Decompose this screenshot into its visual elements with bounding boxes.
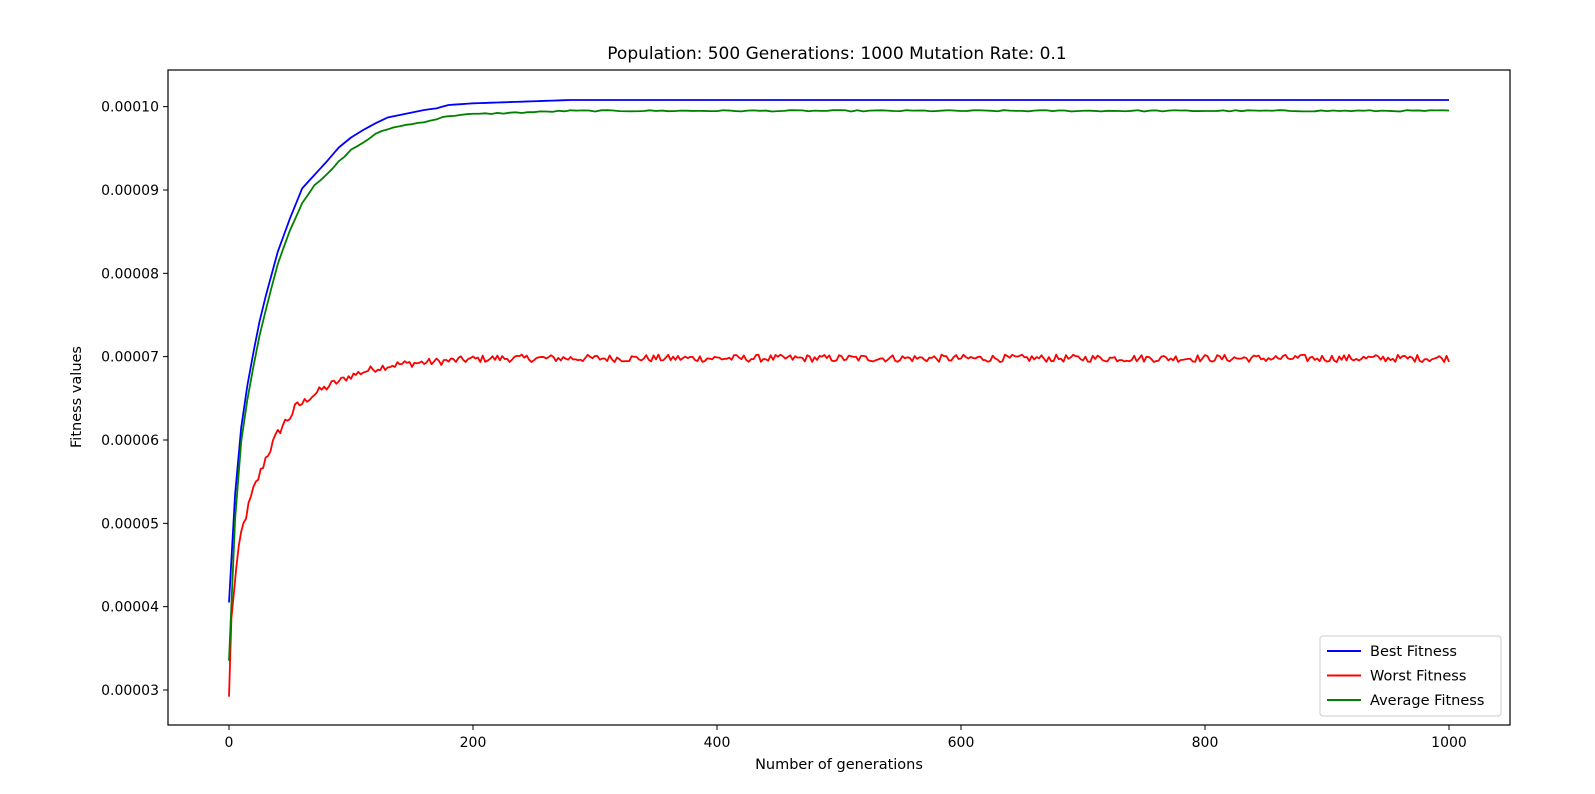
y-tick-label: 0.00004 <box>101 600 159 616</box>
legend-label: Best Fitness <box>1370 644 1457 660</box>
y-tick-label: 0.00009 <box>101 183 159 199</box>
x-tick-label: 800 <box>1192 735 1219 751</box>
y-axis-title: Fitness values <box>69 346 85 448</box>
legend-label: Worst Fitness <box>1370 669 1466 685</box>
chart-title: Population: 500 Generations: 1000 Mutati… <box>607 44 1066 64</box>
y-tick-label: 0.00006 <box>101 433 159 449</box>
series-line-worst-fitness <box>228 353 1450 697</box>
x-tick-label: 400 <box>704 735 731 751</box>
legend: Best Fitness Worst Fitness Average Fitness <box>1319 635 1502 717</box>
x-tick-label: 200 <box>460 735 487 751</box>
y-tick-label: 0.00003 <box>101 683 159 699</box>
y-tick-label: 0.00005 <box>101 516 159 532</box>
plot-area <box>228 99 1450 697</box>
y-tick-label: 0.00007 <box>101 350 159 366</box>
legend-label: Average Fitness <box>1370 693 1484 709</box>
y-axis-ticks: 0.00003 0.00004 0.00005 0.00006 0.00007 0.000… <box>101 100 168 699</box>
y-tick-label: 0.00010 <box>101 100 159 116</box>
x-axis-title: Number of generations <box>755 757 923 773</box>
legend-box <box>1319 635 1502 717</box>
plot-frame <box>167 69 1511 726</box>
series-line-average-fitness <box>228 109 1450 661</box>
x-tick-label: 600 <box>948 735 975 751</box>
y-tick-label: 0.00008 <box>101 266 159 282</box>
x-tick-label: 1000 <box>1431 735 1467 751</box>
x-tick-label: 0 <box>225 735 234 751</box>
series-line-best-fitness <box>228 99 1449 603</box>
x-axis-ticks: 0 200 400 600 800 1000 <box>225 725 1467 751</box>
